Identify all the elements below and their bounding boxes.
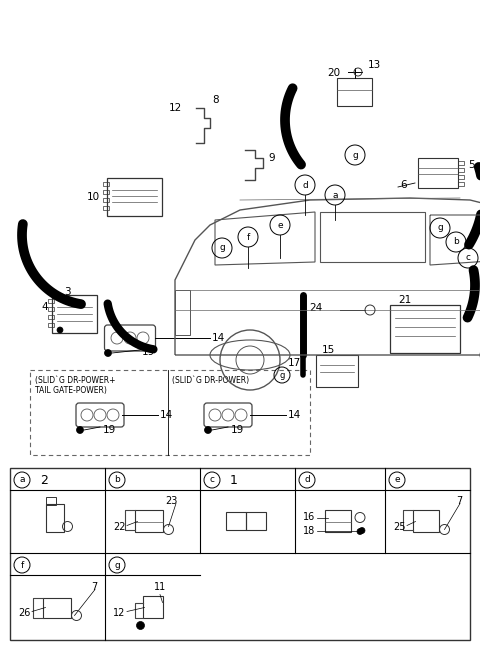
- Text: TAIL GATE-POWER): TAIL GATE-POWER): [35, 385, 107, 394]
- Bar: [10, 468, 470, 640]
- Bar: [418, 158, 458, 188]
- Text: 7: 7: [91, 582, 97, 592]
- Text: g: g: [279, 370, 285, 379]
- Bar: [48, 299, 54, 303]
- Circle shape: [204, 426, 212, 434]
- Text: 23: 23: [166, 496, 178, 507]
- Bar: [30, 370, 310, 455]
- Bar: [52, 295, 97, 333]
- Bar: [43, 597, 71, 618]
- Text: 14: 14: [212, 333, 225, 343]
- Bar: [103, 190, 109, 194]
- Text: 18: 18: [303, 526, 315, 537]
- Bar: [458, 168, 464, 172]
- Bar: [325, 509, 351, 532]
- Circle shape: [136, 622, 144, 629]
- Bar: [48, 307, 54, 311]
- Text: g: g: [437, 223, 443, 232]
- Bar: [458, 175, 464, 179]
- Text: 3: 3: [64, 287, 71, 297]
- Bar: [175, 290, 190, 335]
- Text: 24: 24: [310, 303, 323, 313]
- Bar: [46, 496, 56, 505]
- Text: 14: 14: [160, 410, 173, 420]
- Bar: [107, 178, 162, 216]
- Text: 17: 17: [288, 358, 301, 368]
- Bar: [337, 78, 372, 106]
- Bar: [46, 503, 63, 532]
- Bar: [48, 323, 54, 327]
- Text: b: b: [114, 475, 120, 485]
- Bar: [103, 206, 109, 210]
- Text: (SLID`G DR-POWER+: (SLID`G DR-POWER+: [35, 375, 116, 385]
- Text: e: e: [277, 221, 283, 229]
- Text: 20: 20: [327, 68, 340, 78]
- Text: e: e: [394, 475, 400, 485]
- Text: a: a: [332, 191, 338, 200]
- Circle shape: [357, 528, 363, 535]
- Text: 1: 1: [230, 473, 238, 486]
- Text: 12: 12: [113, 607, 125, 618]
- Bar: [103, 198, 109, 202]
- Text: 9: 9: [268, 153, 275, 163]
- Bar: [316, 355, 358, 387]
- Text: 25: 25: [393, 522, 406, 532]
- Text: f: f: [246, 232, 250, 242]
- Bar: [143, 596, 163, 618]
- Text: d: d: [302, 180, 308, 189]
- Text: 14: 14: [288, 410, 301, 420]
- Bar: [412, 509, 439, 532]
- Text: g: g: [114, 560, 120, 569]
- Text: 11: 11: [154, 582, 166, 592]
- Text: (SLID`G DR-POWER): (SLID`G DR-POWER): [172, 375, 249, 385]
- Text: c: c: [209, 475, 215, 485]
- Text: 2: 2: [40, 473, 48, 486]
- Text: d: d: [304, 475, 310, 485]
- Text: 22: 22: [113, 522, 125, 532]
- Text: 5: 5: [468, 160, 475, 170]
- Text: 21: 21: [398, 295, 411, 305]
- Bar: [390, 305, 460, 353]
- Text: 26: 26: [18, 607, 30, 618]
- Text: 10: 10: [87, 192, 100, 202]
- Bar: [48, 315, 54, 319]
- Bar: [458, 161, 464, 165]
- Text: 19: 19: [103, 425, 116, 435]
- Text: 4: 4: [41, 302, 48, 312]
- Text: f: f: [20, 560, 24, 569]
- Text: 16: 16: [303, 511, 315, 522]
- Circle shape: [105, 349, 111, 357]
- Text: 19: 19: [142, 347, 155, 357]
- Text: 7: 7: [456, 496, 462, 507]
- Text: g: g: [219, 244, 225, 253]
- Bar: [245, 511, 265, 530]
- Text: 19: 19: [231, 425, 244, 435]
- Text: b: b: [453, 238, 459, 246]
- Text: g: g: [352, 150, 358, 159]
- Text: 12: 12: [169, 103, 182, 113]
- Text: c: c: [466, 253, 470, 263]
- Bar: [103, 182, 109, 186]
- Text: a: a: [19, 475, 25, 485]
- Text: 6: 6: [400, 180, 407, 190]
- Circle shape: [76, 426, 84, 434]
- Text: 15: 15: [322, 345, 335, 355]
- Bar: [134, 509, 163, 532]
- Text: 8: 8: [212, 95, 218, 105]
- Text: 13: 13: [368, 60, 381, 70]
- Circle shape: [359, 528, 365, 534]
- Bar: [226, 511, 245, 530]
- Circle shape: [57, 327, 63, 333]
- Bar: [458, 182, 464, 186]
